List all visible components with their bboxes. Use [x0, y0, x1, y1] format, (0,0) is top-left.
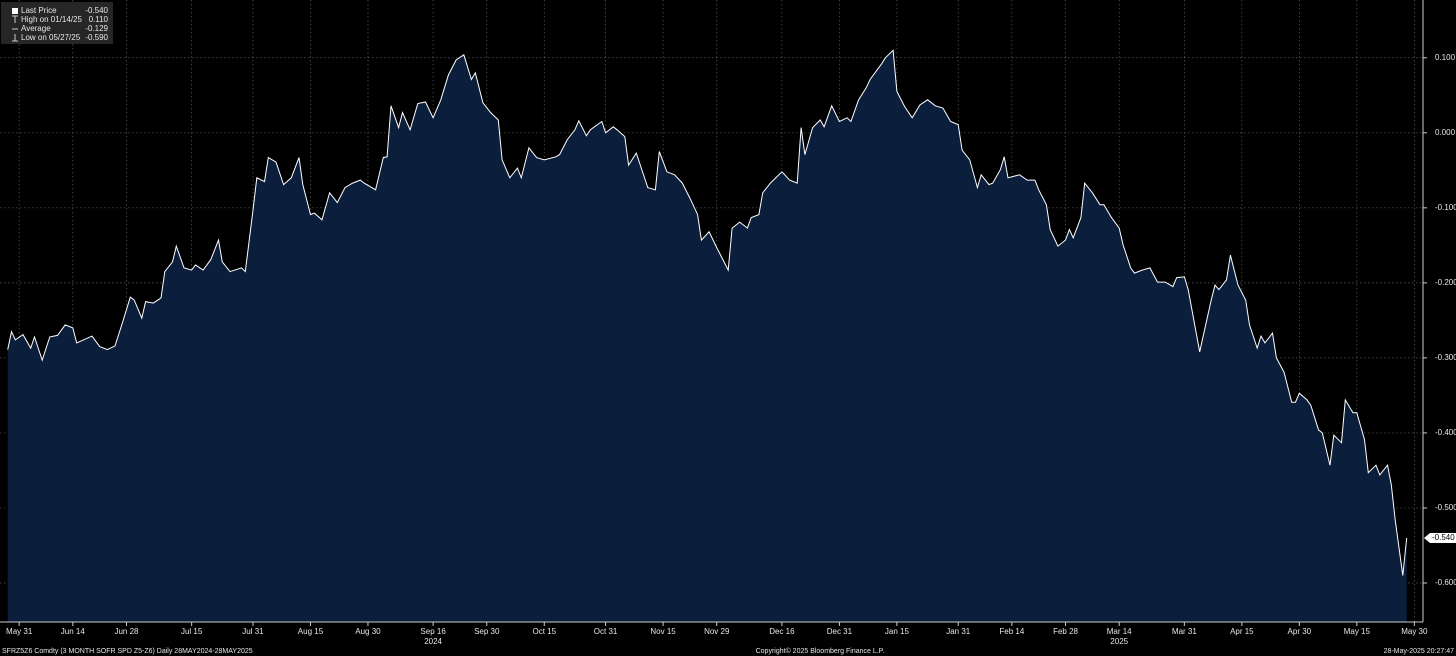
- legend-icon: [12, 34, 18, 42]
- year-label: 2025: [1110, 637, 1128, 646]
- x-tick-label: Mar 14: [1107, 627, 1132, 636]
- legend-icon: [12, 8, 18, 14]
- x-tick-label: Jul 31: [242, 627, 264, 636]
- x-tick-label: Feb 28: [1053, 627, 1078, 636]
- x-tick-label: Jan 15: [885, 627, 910, 636]
- x-tick-label: May 31: [6, 627, 33, 636]
- x-tick-label: Nov 15: [650, 627, 676, 636]
- legend-label: High on 01/14/25: [21, 15, 82, 24]
- y-tick-label: -0.100: [1435, 203, 1456, 212]
- area: [7, 50, 1407, 623]
- y-tick-label: -0.200: [1435, 278, 1456, 287]
- x-tick-label: Aug 30: [355, 627, 381, 636]
- year-label: 2024: [424, 637, 442, 646]
- x-tick-label: Apr 30: [1288, 627, 1312, 636]
- x-tick-label: Oct 15: [532, 627, 556, 636]
- x-tick-label: Oct 31: [594, 627, 618, 636]
- legend-box: [1, 2, 113, 44]
- legend-value: -0.129: [85, 24, 108, 33]
- legend-value: 0.110: [89, 15, 109, 24]
- legend-label: Average: [21, 24, 51, 33]
- legend-value: -0.590: [85, 33, 108, 42]
- y-tick-label: 0.000: [1435, 128, 1456, 137]
- line: [7, 49, 1408, 576]
- x-tick-label: Jul 15: [181, 627, 203, 636]
- x-tick-label: Dec 31: [827, 627, 853, 636]
- x-tick-label: Apr 15: [1230, 627, 1254, 636]
- x-tick-label: May 15: [1344, 627, 1371, 636]
- footer-center: Copyright© 2025 Bloomberg Finance L.P.: [756, 647, 885, 655]
- x-tick-label: Dec 16: [769, 627, 795, 636]
- footer-right: 28-May-2025 20:27:47: [1384, 648, 1455, 655]
- x-tick-label: Nov 29: [704, 627, 730, 636]
- x-tick-label: May 30: [1401, 627, 1428, 636]
- last-price-label: -0.540: [1432, 533, 1455, 542]
- x-tick-label: Sep 30: [474, 627, 500, 636]
- y-tick-label: -0.400: [1435, 428, 1456, 437]
- plot-area: [0, 0, 1422, 623]
- x-tick-label: Jun 14: [61, 627, 86, 636]
- legend-label: Last Price: [21, 6, 57, 15]
- last-price-tag: [1424, 532, 1456, 543]
- y-tick-label: -0.500: [1435, 503, 1456, 512]
- x-tick-label: Mar 31: [1172, 627, 1197, 636]
- x-tick-label: Sep 16: [420, 627, 446, 636]
- x-tick-label: Jan 31: [946, 627, 971, 636]
- y-tick-label: -0.300: [1435, 353, 1456, 362]
- footer-left: SFRZ5Z6 Comdty (3 MONTH SOFR SPD Z5-Z6) …: [2, 648, 253, 655]
- legend-value: -0.540: [85, 6, 108, 15]
- y-tick-label: -0.600: [1435, 578, 1456, 587]
- y-tick-label: 0.100: [1435, 53, 1456, 62]
- legend-label: Low on 05/27/25: [21, 33, 81, 42]
- x-tick-label: Jun 28: [114, 627, 139, 636]
- x-tick-label: Feb 14: [999, 627, 1024, 636]
- legend-icon: [12, 15, 18, 23]
- x-tick-label: Aug 15: [298, 627, 324, 636]
